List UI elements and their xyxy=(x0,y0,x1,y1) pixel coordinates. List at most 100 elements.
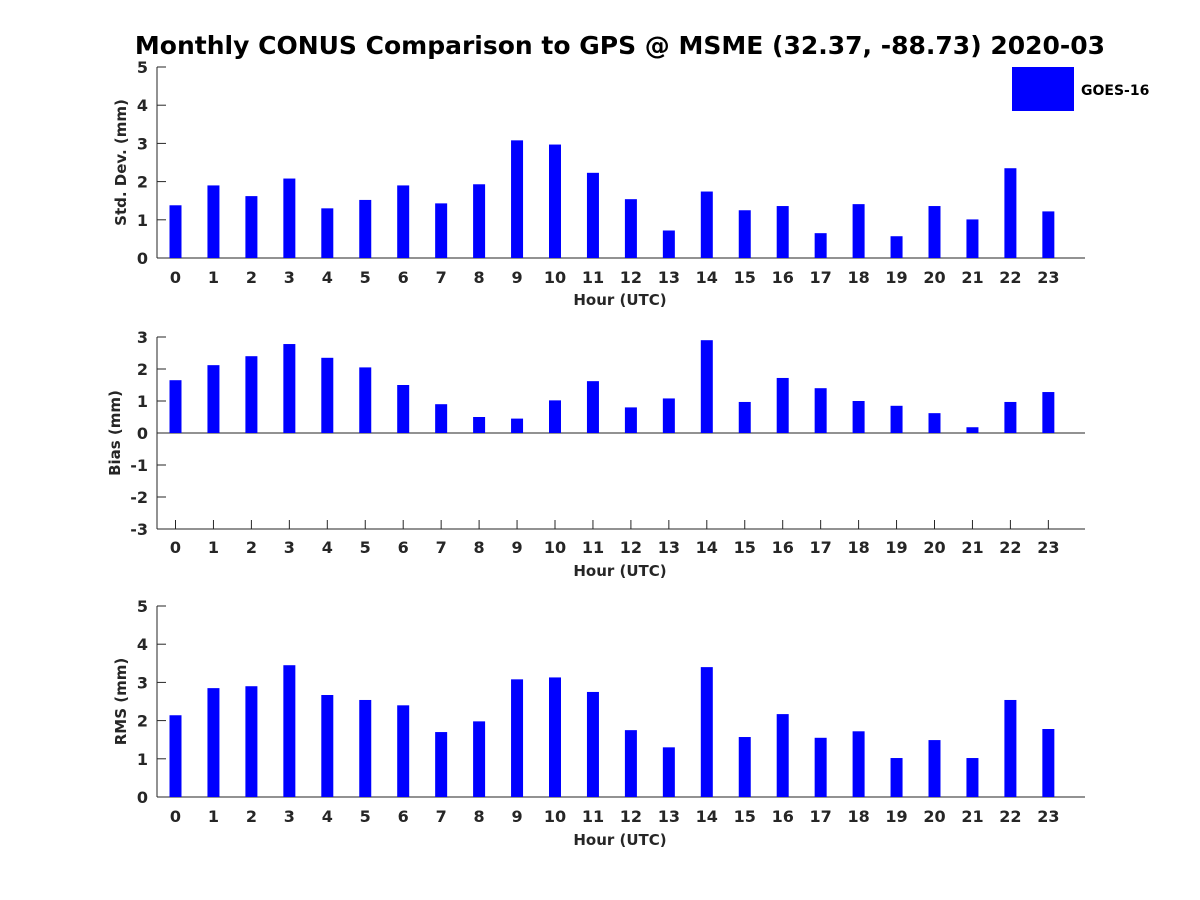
std-dev-x-tick-label: 8 xyxy=(474,268,485,287)
rms-bar xyxy=(397,705,410,797)
bias-x-tick-label: 12 xyxy=(620,538,642,557)
rms-x-tick-label: 15 xyxy=(734,807,756,826)
bias-y-tick-label: -1 xyxy=(130,456,148,475)
rms-x-tick-label: 2 xyxy=(246,807,257,826)
bias-x-tick-label: 1 xyxy=(208,538,219,557)
bias-bar xyxy=(1004,401,1017,433)
std-dev-x-tick-label: 11 xyxy=(582,268,604,287)
rms-x-tick-label: 12 xyxy=(620,807,642,826)
bias-x-tick-label: 15 xyxy=(734,538,756,557)
rms-x-tick-label: 13 xyxy=(658,807,680,826)
std-dev-y-tick-label: 5 xyxy=(137,58,148,77)
rms-bar xyxy=(966,758,979,797)
std-dev-bar xyxy=(586,172,599,258)
std-dev-x-tick-label: 17 xyxy=(810,268,832,287)
bias-y-tick-label: -2 xyxy=(130,488,148,507)
rms-bar xyxy=(169,715,182,797)
std-dev-bar xyxy=(966,219,979,258)
rms-y-tick-label: 0 xyxy=(137,788,148,807)
rms-x-axis-label: Hour (UTC) xyxy=(573,831,666,849)
rms-y-tick-label: 1 xyxy=(137,750,148,769)
bias-bar xyxy=(1042,392,1055,433)
std-dev-x-tick-label: 22 xyxy=(999,268,1021,287)
std-dev-x-tick-label: 12 xyxy=(620,268,642,287)
std-dev-bar xyxy=(700,191,713,258)
std-dev-x-tick-label: 20 xyxy=(923,268,945,287)
rms-x-tick-label: 20 xyxy=(923,807,945,826)
bias-bar xyxy=(586,381,599,433)
std-dev-bar xyxy=(1042,211,1055,258)
rms-y-tick-label: 3 xyxy=(137,673,148,692)
bias-x-tick-label: 3 xyxy=(284,538,295,557)
std-dev-x-tick-label: 9 xyxy=(511,268,522,287)
rms-x-tick-label: 1 xyxy=(208,807,219,826)
bias-x-tick-label: 6 xyxy=(398,538,409,557)
bias-bar xyxy=(776,377,789,433)
rms-x-tick-label: 7 xyxy=(436,807,447,826)
std-dev-bar xyxy=(207,185,220,258)
bias-bar xyxy=(473,417,486,433)
bias-bar xyxy=(549,400,561,433)
bias-y-tick-label: 3 xyxy=(137,328,148,347)
bias-x-tick-label: 7 xyxy=(436,538,447,557)
rms-y-tick-label: 4 xyxy=(137,635,148,654)
rms-x-tick-label: 17 xyxy=(810,807,832,826)
std-dev-x-tick-label: 1 xyxy=(208,268,219,287)
bias-y-tick-label: 0 xyxy=(137,424,148,443)
std-dev-bar xyxy=(473,184,486,258)
bias-bar xyxy=(814,388,827,433)
rms-x-tick-label: 23 xyxy=(1037,807,1059,826)
bias-x-tick-label: 4 xyxy=(322,538,333,557)
bias-x-tick-label: 14 xyxy=(696,538,718,557)
bias-x-tick-label: 8 xyxy=(474,538,485,557)
bias-x-tick-label: 22 xyxy=(999,538,1021,557)
bias-y-tick-label: -3 xyxy=(130,520,148,539)
std-dev-bar xyxy=(321,208,334,258)
rms-x-tick-label: 9 xyxy=(511,807,522,826)
std-dev-x-tick-label: 4 xyxy=(322,268,333,287)
bias-bar xyxy=(928,413,941,433)
rms-x-tick-label: 5 xyxy=(360,807,371,826)
bias-x-tick-label: 10 xyxy=(544,538,566,557)
rms-x-tick-label: 4 xyxy=(322,807,333,826)
std-dev-y-tick-label: 2 xyxy=(137,173,148,192)
rms-bar xyxy=(700,667,713,797)
std-dev-y-axis-label: Std. Dev. (mm) xyxy=(112,99,130,226)
std-dev-bar xyxy=(169,205,182,258)
rms-x-tick-label: 0 xyxy=(170,807,181,826)
std-dev-y-tick-label: 1 xyxy=(137,211,148,230)
bias-y-tick-label: 2 xyxy=(137,360,148,379)
std-dev-x-tick-label: 23 xyxy=(1037,268,1059,287)
rms-x-tick-label: 19 xyxy=(885,807,907,826)
std-dev-x-tick-label: 13 xyxy=(658,268,680,287)
rms-bar xyxy=(852,731,865,797)
bias-x-tick-label: 18 xyxy=(847,538,869,557)
std-dev-x-tick-label: 3 xyxy=(284,268,295,287)
bias-x-tick-label: 21 xyxy=(961,538,983,557)
bias-bar xyxy=(435,404,448,433)
std-dev-bar xyxy=(738,210,751,258)
rms-y-axis-label: RMS (mm) xyxy=(112,658,130,745)
rms-x-tick-label: 10 xyxy=(544,807,566,826)
std-dev-bar xyxy=(397,185,410,258)
rms-x-tick-label: 6 xyxy=(398,807,409,826)
bias-bar xyxy=(359,367,372,433)
rms-x-tick-label: 11 xyxy=(582,807,604,826)
rms-x-tick-label: 18 xyxy=(847,807,869,826)
bias-x-tick-label: 16 xyxy=(772,538,794,557)
bias-bar xyxy=(966,427,979,433)
std-dev-x-tick-label: 0 xyxy=(170,268,181,287)
rms-x-tick-label: 8 xyxy=(474,807,485,826)
rms-bar xyxy=(359,699,372,797)
legend-label: GOES-16 xyxy=(1081,83,1149,99)
std-dev-bar xyxy=(359,199,372,258)
bias-bar xyxy=(738,401,751,433)
std-dev-bar xyxy=(624,199,637,258)
rms-x-tick-label: 22 xyxy=(999,807,1021,826)
std-dev-bar xyxy=(814,233,827,258)
bias-bar xyxy=(397,385,410,433)
rms-x-tick-label: 14 xyxy=(696,807,718,826)
rms-bar xyxy=(549,677,561,797)
